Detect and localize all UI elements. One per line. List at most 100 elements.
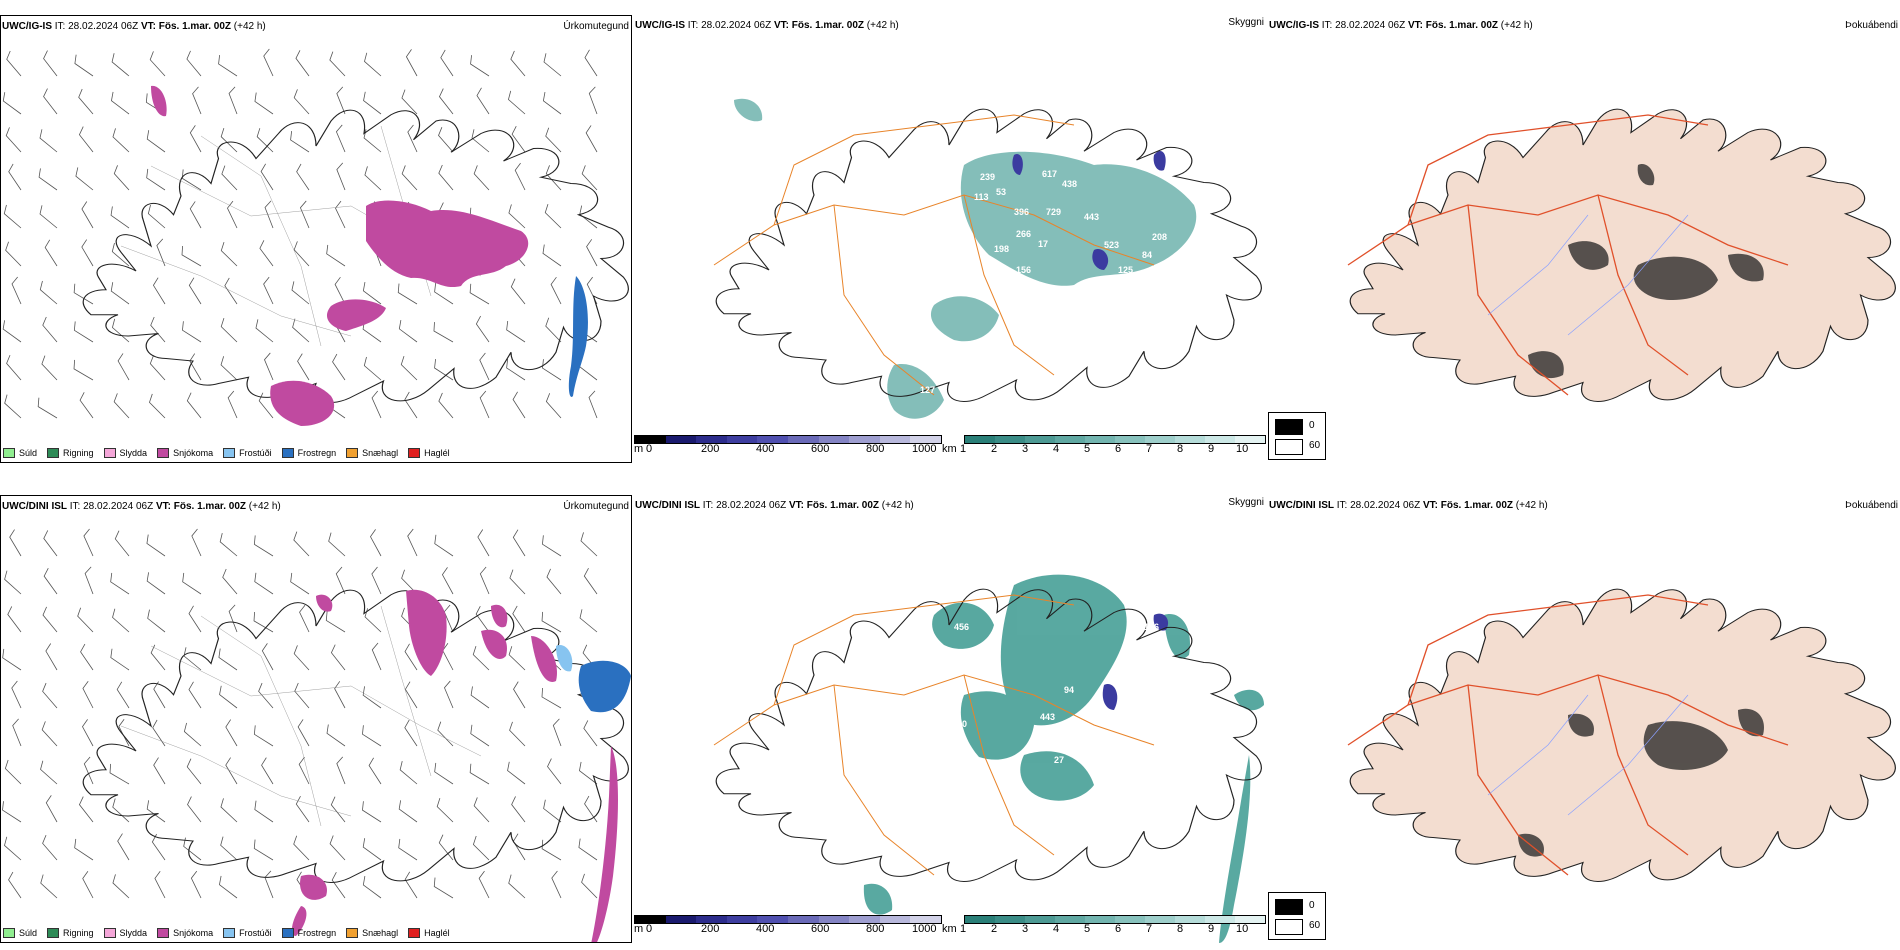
wind-barb (220, 318, 238, 343)
wind-barb (41, 355, 58, 381)
wind-barb (512, 833, 526, 861)
colorbar-segment (696, 916, 727, 923)
ceiling-label: 438 (1062, 179, 1077, 189)
wind-barb (43, 50, 58, 77)
wind-barb (511, 126, 526, 153)
wind-barb (146, 168, 166, 191)
wind-barb (261, 757, 274, 785)
tick: 8 (1177, 923, 1184, 935)
wind-barb (326, 724, 346, 747)
wind-barb (470, 55, 490, 77)
wind-barb (256, 128, 274, 153)
tick: 2 (991, 923, 998, 935)
wind-barb (404, 391, 418, 419)
legend-item: Frostúði (223, 928, 272, 938)
wind-barb (253, 535, 274, 557)
colorbar-segment (1085, 916, 1115, 923)
wind-barb (258, 682, 274, 709)
wind-barb (77, 607, 94, 633)
wind-barb (39, 280, 58, 305)
wind-barb (152, 277, 166, 305)
tick: 200 (701, 923, 720, 935)
wind-barb (82, 680, 94, 709)
wind-barb (188, 681, 202, 709)
wind-barb (149, 393, 166, 419)
wind-barb (586, 239, 598, 267)
wind-barb (362, 725, 382, 747)
colorbar-segment (1055, 916, 1085, 923)
wind-barb (253, 611, 274, 633)
wind-barb (182, 321, 202, 343)
fog-map-bottom (1347, 588, 1897, 883)
fog-legend-top: 0 60 (1268, 412, 1326, 460)
title-bottom-fog: UWC/DINI ISL IT: 28.02.2024 06Z VT: Fös.… (1269, 500, 1548, 511)
roads (713, 594, 1155, 876)
wind-barb (507, 761, 526, 785)
wind-barb (542, 535, 562, 557)
ceiling-label: 396 (1014, 207, 1029, 217)
wind-barb (512, 529, 526, 557)
wind-barb (509, 721, 526, 747)
wind-barb (189, 201, 202, 229)
wind-barb (294, 682, 310, 709)
wind-barb (40, 874, 58, 899)
wind-barb (39, 205, 58, 229)
wind-barb (371, 566, 382, 595)
wind-barb (297, 719, 310, 747)
wind-barb (541, 839, 562, 861)
wind-barb (219, 875, 238, 899)
wind-barb (329, 835, 346, 861)
wind-barb (220, 836, 238, 861)
wind-barb (42, 682, 58, 709)
roads (1347, 594, 1789, 876)
wind-barb (292, 318, 310, 343)
wind-barb (331, 872, 346, 899)
wind-barb (511, 796, 526, 823)
wind-barb (81, 239, 94, 267)
wind-barb (116, 681, 130, 709)
ceiling-label: 208 (1152, 232, 1167, 242)
ceiling-label: 113 (974, 192, 989, 202)
freezing-rain-area (578, 660, 631, 713)
wind-barb (404, 681, 418, 709)
ceiling-label: 270 (952, 719, 967, 729)
colorbar-segment (635, 916, 666, 923)
wind-barb (290, 572, 310, 595)
wind-barb (438, 127, 454, 153)
wind-barb (336, 86, 346, 115)
ceiling-label: 523 (1104, 240, 1119, 250)
wind-barb (6, 354, 22, 381)
wind-barb (545, 127, 562, 153)
tick: 9 (1208, 923, 1215, 935)
wind-barb (434, 762, 454, 785)
wind-barb (438, 392, 454, 419)
colorbar-segment (965, 916, 995, 923)
wind-barb (581, 873, 598, 899)
low-ceiling-areas (1012, 150, 1166, 270)
tick: 6 (1115, 923, 1122, 935)
wind-barb (508, 90, 526, 115)
wind-barb (299, 200, 310, 229)
wind-barb (81, 201, 94, 229)
visibility-colorbar (964, 435, 1266, 444)
precip-panel-top: UWC/IG-IS IT: 28.02.2024 06Z VT: Fös. 1.… (0, 15, 632, 463)
wind-barb (335, 200, 346, 229)
wind-barb (438, 834, 454, 861)
wind-barb (299, 604, 310, 633)
precip-legend-top: Súld Rigning Slydda Snjókoma Frostúði Fr… (3, 448, 450, 458)
wind-barb (578, 838, 598, 861)
wind-barb (291, 281, 310, 305)
panel-name-precip-bottom: Úrkomutegund (563, 501, 629, 512)
wind-barb (444, 680, 454, 709)
ceiling-colorbar (634, 435, 942, 444)
ceiling-label: 165 (1166, 662, 1181, 672)
wind-barb (111, 91, 130, 115)
legend-item: Slydda (103, 448, 147, 458)
wind-barb (401, 165, 418, 191)
ceiling-label: 443 (1084, 212, 1099, 222)
wind-barb (8, 871, 22, 899)
wind-barb (146, 800, 166, 823)
wind-barb (508, 204, 526, 229)
ceiling-label: 617 (1042, 169, 1057, 179)
